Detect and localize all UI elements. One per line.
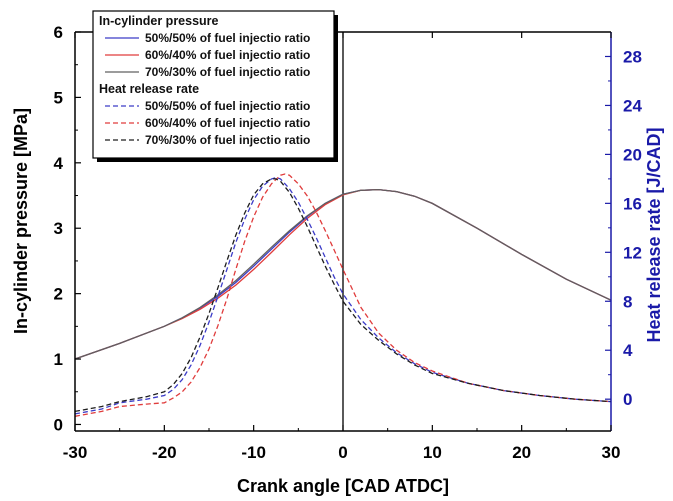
legend-label: 60%/40% of fuel injectio ratio (145, 116, 310, 130)
y2-tick-label: 28 (623, 47, 642, 66)
heat-release-series-line-3 (74, 178, 612, 413)
x-axis-title: Crank angle [CAD ATDC] (237, 476, 449, 496)
y-tick-label: 2 (54, 285, 63, 304)
y-axis-title: In-cylinder pressure [MPa] (11, 108, 31, 334)
legend-label: 70%/30% of fuel injectio ratio (145, 133, 310, 147)
y-tick-label: 3 (54, 219, 63, 238)
y2-axis-title: Heat release rate [J/CAD] (644, 127, 664, 342)
x-tick-label: -20 (152, 443, 177, 462)
legend-box (92, 10, 335, 159)
y2-tick-label: 0 (623, 390, 632, 409)
legend: In-cylinder pressure 50%/50% of fuel inje… (92, 10, 338, 162)
y2-tick-label: 8 (623, 292, 632, 311)
x-tick-label: -30 (63, 443, 88, 462)
legend-label: 50%/50% of fuel injectio ratio (145, 31, 310, 45)
heat-release-series-line-1 (74, 176, 612, 415)
y2-tick-label: 20 (623, 145, 642, 164)
x-tick-label: 10 (423, 443, 442, 462)
y-tick-label: 5 (54, 88, 63, 107)
heat-release-series-line-2 (74, 173, 612, 417)
legend-group-title: Heat release rate (99, 82, 199, 96)
y-tick-label: 1 (54, 350, 63, 369)
y2-tick-label: 24 (623, 96, 642, 115)
x-tick-label: 30 (602, 443, 621, 462)
y-tick-label: 6 (54, 23, 63, 42)
legend-label: 70%/30% of fuel injectio ratio (145, 65, 310, 79)
y2-tick-label: 4 (623, 341, 633, 360)
pressure-series-line-3 (74, 188, 612, 360)
x-tick-label: -10 (241, 443, 266, 462)
x-tick-label: 0 (338, 443, 347, 462)
y-tick-label: 0 (54, 415, 63, 434)
legend-label: 50%/50% of fuel injectio ratio (145, 99, 310, 113)
y-tick-label: 4 (54, 154, 64, 173)
legend-label: 60%/40% of fuel injectio ratio (145, 48, 310, 62)
legend-group-title: In-cylinder pressure (99, 14, 219, 28)
y2-tick-label: 16 (623, 194, 642, 213)
x-tick-label: 20 (512, 443, 531, 462)
plot-area (74, 32, 612, 431)
y2-tick-label: 12 (623, 243, 642, 262)
